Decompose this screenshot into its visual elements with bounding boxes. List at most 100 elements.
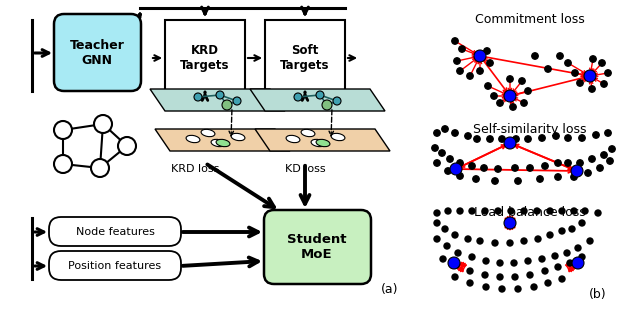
Circle shape [527,272,533,278]
Circle shape [465,133,471,139]
Text: Commitment loss: Commitment loss [475,13,585,26]
Circle shape [601,152,607,158]
Ellipse shape [286,135,300,143]
Circle shape [584,70,596,82]
Circle shape [599,60,605,66]
Circle shape [474,50,486,62]
Circle shape [559,228,565,234]
Circle shape [477,238,483,244]
Circle shape [457,160,463,166]
Circle shape [557,53,563,59]
Circle shape [564,60,572,66]
Circle shape [567,260,573,266]
Circle shape [445,168,451,174]
Circle shape [482,272,488,278]
Circle shape [453,262,459,268]
Circle shape [222,100,232,110]
Ellipse shape [316,139,330,147]
Circle shape [477,68,483,74]
Circle shape [564,160,572,166]
Circle shape [504,137,516,149]
Circle shape [194,93,202,101]
Text: (a): (a) [381,283,399,296]
Circle shape [450,163,462,175]
Circle shape [515,178,521,184]
Circle shape [483,284,489,290]
Circle shape [322,100,332,110]
Circle shape [572,70,578,76]
Circle shape [434,210,440,216]
FancyBboxPatch shape [264,210,371,284]
Circle shape [572,257,584,269]
Circle shape [469,208,475,214]
Circle shape [564,135,572,141]
Circle shape [545,66,551,72]
Circle shape [459,46,465,52]
Circle shape [457,208,463,214]
Text: Soft
Targets: Soft Targets [280,44,330,72]
Circle shape [595,210,601,216]
Circle shape [569,226,575,232]
Circle shape [525,136,531,142]
Circle shape [605,70,611,76]
Circle shape [525,88,531,94]
Circle shape [515,286,521,292]
Circle shape [444,243,450,249]
Ellipse shape [301,129,315,137]
Ellipse shape [311,139,325,147]
Circle shape [585,170,591,176]
Ellipse shape [216,139,230,147]
Circle shape [590,56,596,62]
Circle shape [54,121,72,139]
Circle shape [589,156,595,162]
Circle shape [553,133,559,139]
Circle shape [539,135,545,141]
Circle shape [440,256,446,262]
Circle shape [465,236,471,242]
Circle shape [467,280,473,286]
Circle shape [316,91,324,99]
Ellipse shape [201,129,215,137]
Circle shape [589,86,595,92]
Circle shape [511,260,517,266]
Circle shape [545,280,551,286]
Circle shape [483,258,489,264]
Circle shape [555,174,561,180]
Circle shape [605,130,611,136]
Circle shape [587,238,593,244]
Circle shape [118,137,136,155]
Text: KRD loss: KRD loss [171,164,219,174]
Circle shape [504,217,516,229]
Circle shape [552,253,558,259]
Circle shape [555,160,561,166]
Circle shape [457,68,463,74]
FancyBboxPatch shape [49,217,181,246]
Circle shape [609,146,615,152]
Text: KD loss: KD loss [285,164,325,174]
Text: Self-similarity loss: Self-similarity loss [473,123,587,136]
Circle shape [507,76,513,82]
Circle shape [601,81,607,87]
Circle shape [521,100,527,106]
Circle shape [564,250,570,256]
Circle shape [487,136,493,142]
Circle shape [434,236,440,242]
Circle shape [467,268,473,274]
Circle shape [434,130,440,136]
Circle shape [579,254,585,260]
FancyBboxPatch shape [49,251,181,280]
Circle shape [559,276,565,282]
Text: Load balance loss: Load balance loss [474,206,586,219]
Circle shape [542,163,548,169]
Ellipse shape [186,135,200,143]
Circle shape [482,208,488,214]
Circle shape [510,104,516,110]
Circle shape [452,130,458,136]
Circle shape [223,101,231,109]
Circle shape [499,286,505,292]
Circle shape [497,260,503,266]
Circle shape [333,97,341,105]
Circle shape [519,78,525,84]
Circle shape [537,176,543,182]
Circle shape [593,132,599,138]
